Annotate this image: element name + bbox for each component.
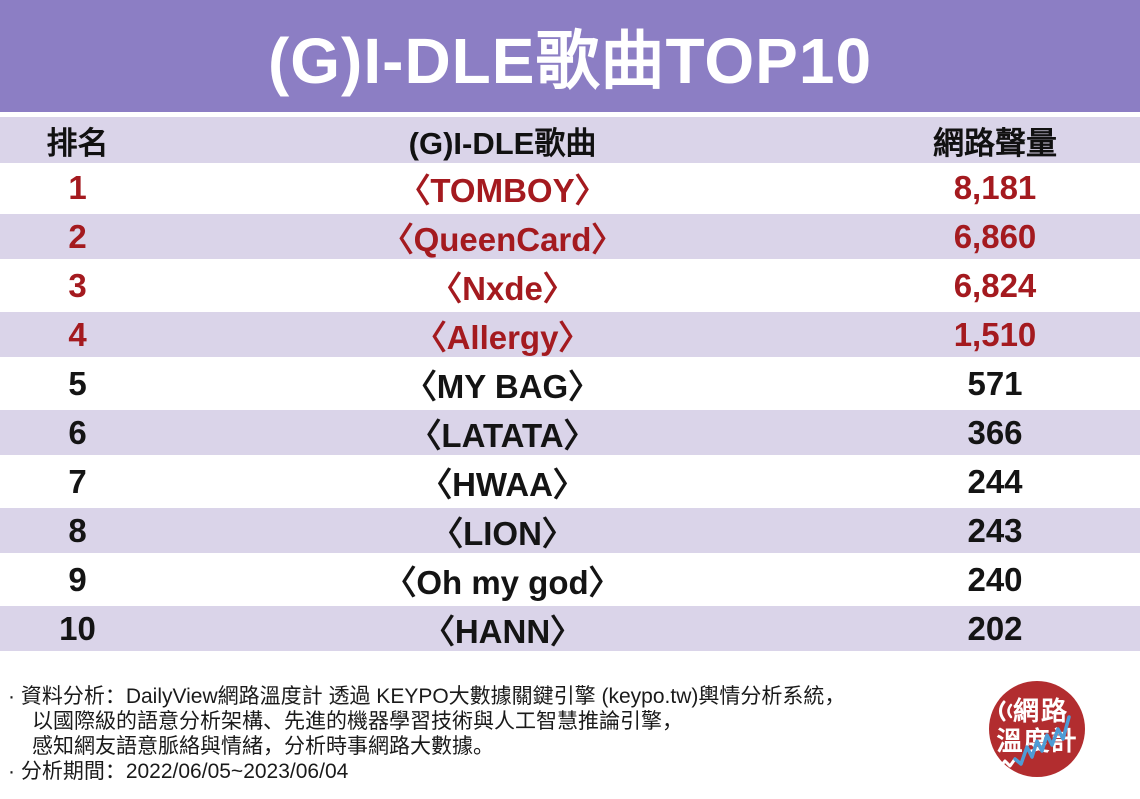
song-cell: 〈LION〉 <box>430 514 575 552</box>
rank-cell: 8 <box>68 511 87 549</box>
rank-cell: 9 <box>68 560 87 598</box>
table-row: 7 〈HWAA〉 244 <box>0 457 1140 506</box>
rank-cell: 2 <box>68 217 87 255</box>
table-row: 9 〈Oh my god〉 240 <box>0 555 1140 604</box>
table-row: 8 〈LION〉 243 <box>0 506 1140 555</box>
song-cell: 〈HANN〉 <box>421 612 584 650</box>
column-header-volume: 網路聲量 <box>933 125 1057 161</box>
volume-cell: 202 <box>967 609 1023 647</box>
table-row: 6 〈LATATA〉 366 <box>0 408 1140 457</box>
rank-cell: 6 <box>68 413 87 451</box>
table-row: 1 〈TOMBOY〉 8,181 <box>0 163 1140 212</box>
table-row: 10 〈HANN〉 202 <box>0 604 1140 653</box>
rank-cell: 4 <box>68 315 87 353</box>
page-title: (G)I-DLE歌曲TOP10 <box>267 25 873 97</box>
rank-cell: 7 <box>68 462 87 500</box>
song-cell: 〈HWAA〉 <box>419 465 586 503</box>
rank-cell: 1 <box>68 168 87 206</box>
thermometer-logo-icon: 網路 溫度計 <box>989 681 1085 777</box>
title-banner: (G)I-DLE歌曲TOP10 <box>0 0 1140 112</box>
column-header-song: (G)I-DLE歌曲 <box>408 125 597 161</box>
rank-cell: 10 <box>59 609 96 647</box>
song-cell: 〈Nxde〉 <box>429 269 576 307</box>
volume-cell: 366 <box>967 413 1023 451</box>
table-row: 3 〈Nxde〉 6,824 <box>0 261 1140 310</box>
volume-cell: 244 <box>967 462 1023 500</box>
table-row: 5 〈MY BAG〉 571 <box>0 359 1140 408</box>
volume-cell: 571 <box>967 364 1023 402</box>
table-row: 4 〈Allergy〉 1,510 <box>0 310 1140 359</box>
dailyview-logo: 網路 溫度計 <box>986 677 1088 783</box>
column-header-rank: 排名 <box>46 125 109 161</box>
song-cell: 〈MY BAG〉 <box>403 367 602 405</box>
footer-line-source: · 資料分析：DailyView網路溫度計 透過 KEYPO大數據關鍵引擎 (k… <box>8 685 846 708</box>
footer-note: · 資料分析：DailyView網路溫度計 透過 KEYPO大數據關鍵引擎 (k… <box>0 660 1140 799</box>
footer-line-detail1: 以國際級的語意分析架構、先進的機器學習技術與人工智慧推論引擎， <box>32 710 683 733</box>
rank-cell: 3 <box>68 266 87 304</box>
rank-cell: 5 <box>68 364 87 402</box>
svg-text:網路: 網路 <box>1013 696 1069 726</box>
song-cell: 〈TOMBOY〉 <box>397 171 608 209</box>
table-row: 2 〈QueenCard〉 6,860 <box>0 212 1140 261</box>
volume-cell: 243 <box>967 511 1023 549</box>
ranking-table: 排名 (G)I-DLE歌曲 網路聲量 1 〈TOMBOY〉 8,181 2 〈Q… <box>0 117 1140 653</box>
volume-cell: 240 <box>967 560 1023 598</box>
footer-line-detail2: 感知網友語意脈絡與情緒，分析時事網路大數據。 <box>32 735 494 758</box>
song-cell: 〈Oh my god〉 <box>383 563 622 601</box>
footer-line-period: · 分析期間：2022/06/05~2023/06/04 <box>8 760 349 783</box>
volume-cell: 6,824 <box>953 266 1037 304</box>
volume-cell: 6,860 <box>953 217 1037 255</box>
song-cell: 〈LATATA〉 <box>408 416 597 454</box>
volume-cell: 8,181 <box>953 168 1037 206</box>
table-header-row: 排名 (G)I-DLE歌曲 網路聲量 <box>0 117 1140 163</box>
song-cell: 〈QueenCard〉 <box>380 220 625 258</box>
volume-cell: 1,510 <box>953 315 1037 353</box>
song-cell: 〈Allergy〉 <box>413 318 592 356</box>
